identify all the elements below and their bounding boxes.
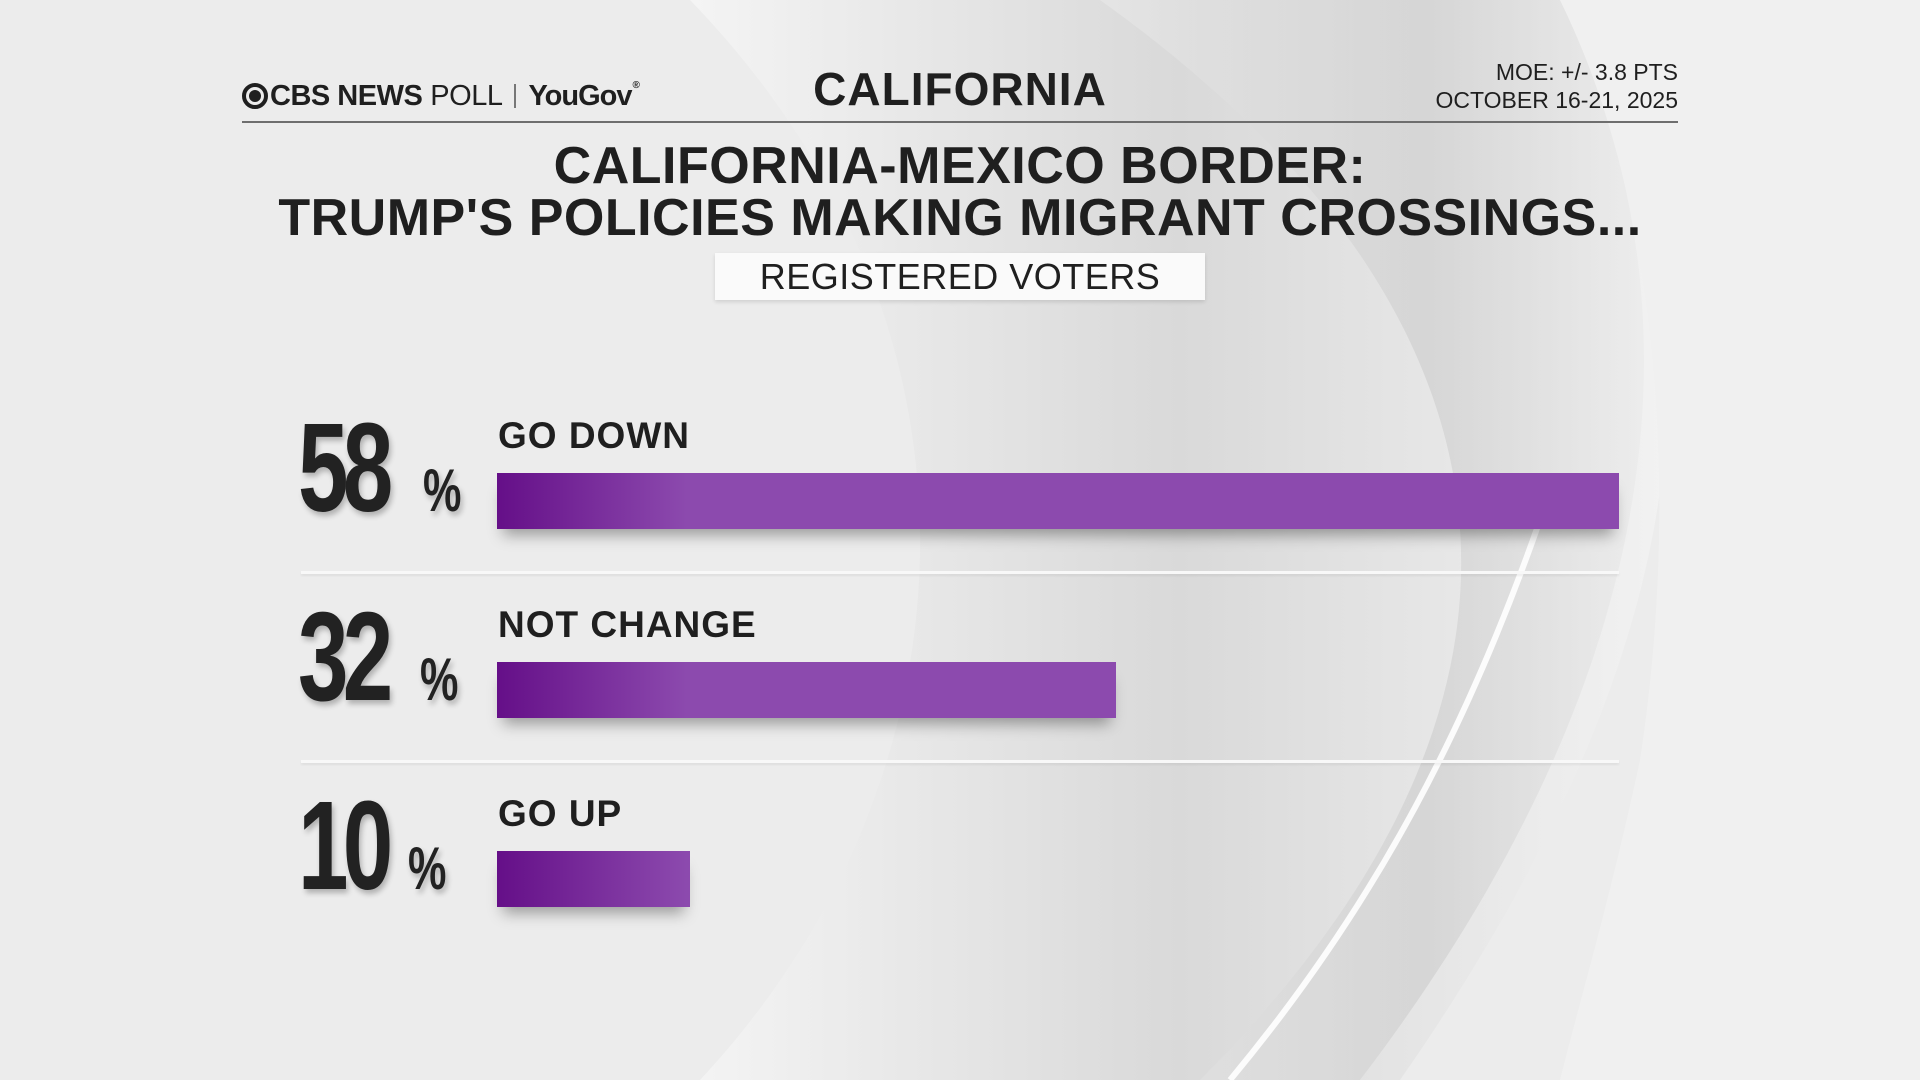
chart-title: CALIFORNIA-MEXICO BORDER: TRUMP'S POLICI…	[200, 140, 1720, 244]
poll-meta: MOE: +/- 3.8 PTS OCTOBER 16-21, 2025	[1436, 58, 1678, 114]
cbs-news-poll-logo: CBS NEWS POLL YouGov®	[242, 76, 640, 116]
category-label-go-down: GO DOWN	[498, 415, 690, 456]
bar-go-down	[497, 473, 1619, 529]
value-number: 58	[298, 397, 393, 538]
percent-sign: %	[420, 646, 459, 713]
chart-title-line-1: CALIFORNIA-MEXICO BORDER:	[553, 137, 1367, 195]
category-label-go-up: GO UP	[498, 793, 623, 834]
margin-of-error: MOE: +/- 3.8 PTS	[1495, 59, 1678, 85]
value-number: 10	[298, 775, 393, 916]
yougov-logo: YouGov®	[528, 79, 640, 113]
state-title: CALIFORNIA	[813, 63, 1107, 115]
row-divider	[301, 760, 1619, 763]
value-label-not-change: 32%	[298, 586, 458, 727]
brand-name: CBS NEWS	[270, 79, 423, 112]
poll-dates: OCTOBER 16-21, 2025	[1435, 87, 1678, 113]
value-number: 32	[298, 586, 393, 727]
bar-go-up	[497, 851, 690, 907]
value-label-go-down: 58%	[298, 397, 461, 538]
row-divider	[301, 571, 1619, 574]
logo-separator	[514, 84, 517, 108]
population-label: REGISTERED VOTERS	[759, 255, 1161, 297]
percent-sign: %	[423, 457, 462, 524]
value-label-go-up: 10%	[298, 775, 446, 916]
registered-mark: ®	[632, 79, 640, 91]
chart-title-line-2: TRUMP'S POLICIES MAKING MIGRANT CROSSING…	[278, 189, 1642, 247]
brand-poll: POLL	[430, 79, 503, 112]
bar-not-change	[497, 662, 1116, 718]
percent-sign: %	[408, 835, 447, 902]
header-rule	[242, 121, 1678, 123]
cbs-eye-icon	[242, 83, 268, 109]
population-badge: REGISTERED VOTERS	[715, 253, 1205, 300]
category-label-not-change: NOT CHANGE	[498, 604, 757, 645]
partner-name: YouGov	[528, 79, 632, 112]
